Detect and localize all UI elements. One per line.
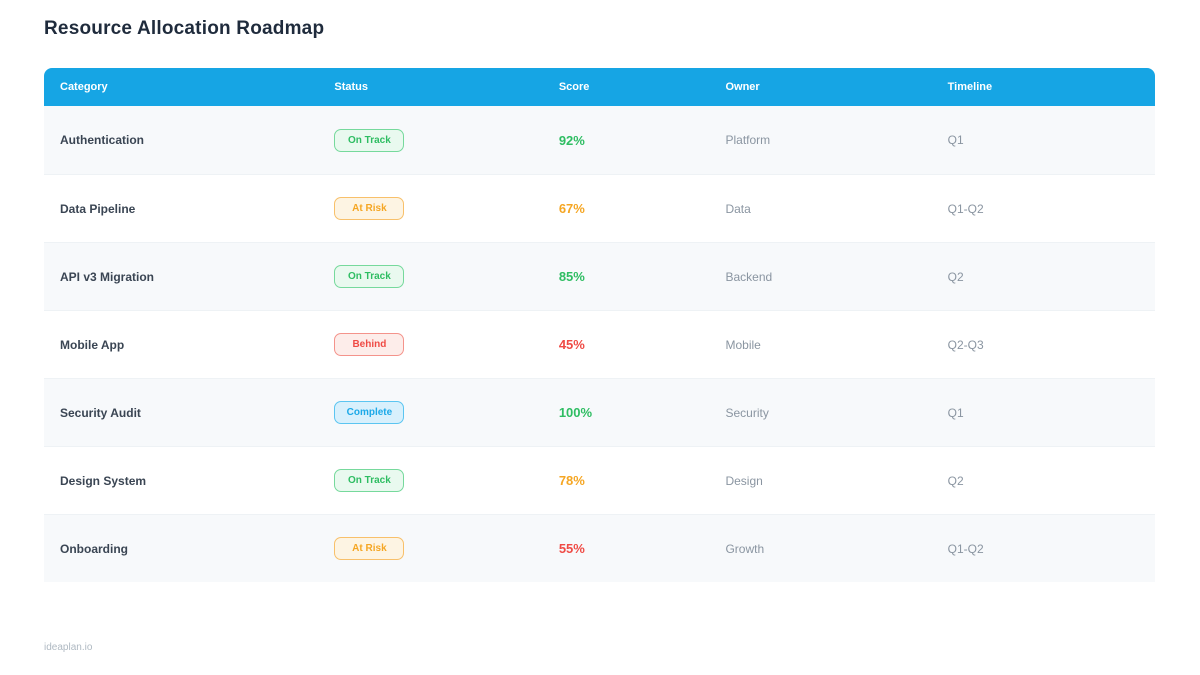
table-row: Security Audit Complete 100% Security Q1 [44, 378, 1155, 446]
category-cell: Onboarding [44, 514, 319, 582]
table-header-row: Category Status Score Owner Timeline [44, 68, 1155, 106]
score-cell: 78% [542, 446, 710, 514]
status-cell: On Track [318, 242, 543, 310]
timeline-cell: Q1-Q2 [931, 174, 1155, 242]
status-cell: Behind [318, 310, 543, 378]
category-cell: API v3 Migration [44, 242, 319, 310]
owner-cell: Platform [709, 106, 932, 174]
status-cell: Complete [318, 378, 543, 446]
score-value: 45% [558, 337, 585, 352]
score-cell: 85% [542, 242, 710, 310]
score-cell: 92% [542, 106, 710, 174]
page: Resource Allocation Roadmap Category Stat… [44, 18, 1155, 653]
status-cell: On Track [318, 106, 543, 174]
timeline-cell: Q2-Q3 [931, 310, 1155, 378]
score-value: 85% [558, 269, 585, 284]
status-badge: On Track [334, 265, 405, 288]
column-header-timeline: Timeline [931, 68, 1155, 106]
category-cell: Mobile App [44, 310, 319, 378]
column-header-category: Category [44, 68, 319, 106]
score-cell: 67% [542, 174, 710, 242]
status-badge: On Track [334, 469, 405, 492]
status-cell: On Track [318, 446, 543, 514]
status-badge: On Track [334, 128, 405, 152]
status-cell: At Risk [318, 514, 543, 582]
score-cell: 55% [542, 514, 710, 582]
score-value: 100% [558, 405, 593, 420]
owner-cell: Data [709, 174, 932, 242]
score-value: 92% [558, 132, 585, 148]
owner-cell: Mobile [709, 310, 932, 378]
table-row: API v3 Migration On Track 85% Backend Q2 [44, 242, 1155, 310]
score-cell: 100% [542, 378, 710, 446]
footer-brand: ideaplan.io [44, 642, 93, 653]
score-value: 78% [558, 473, 585, 488]
table-row: Mobile App Behind 45% Mobile Q2-Q3 [44, 310, 1155, 378]
page-title: Resource Allocation Roadmap [44, 18, 325, 39]
column-header-score: Score [542, 68, 710, 106]
score-value: 55% [558, 541, 585, 556]
category-cell: Authentication [44, 106, 319, 174]
timeline-cell: Q1 [931, 106, 1155, 174]
timeline-cell: Q2 [931, 242, 1155, 310]
roadmap-table: Category Status Score Owner Timeline Authent… [44, 68, 1155, 582]
column-header-status: Status [318, 68, 543, 106]
status-badge: Complete [334, 401, 405, 424]
column-header-owner: Owner [709, 68, 932, 106]
timeline-cell: Q2 [931, 446, 1155, 514]
table-row: Design System On Track 78% Design Q2 [44, 446, 1155, 514]
score-cell: 45% [542, 310, 710, 378]
owner-cell: Growth [709, 514, 932, 582]
table-row: Data Pipeline At Risk 67% Data Q1-Q2 [44, 174, 1155, 242]
owner-cell: Backend [709, 242, 932, 310]
timeline-cell: Q1 [931, 378, 1155, 446]
table-row: Onboarding At Risk 55% Growth Q1-Q2 [44, 514, 1155, 582]
status-badge: At Risk [334, 537, 405, 560]
status-badge: At Risk [334, 197, 405, 220]
category-cell: Data Pipeline [44, 174, 319, 242]
status-cell: At Risk [318, 174, 543, 242]
table-row: Authentication On Track 92% Platform Q1 [44, 106, 1155, 174]
category-cell: Security Audit [44, 378, 319, 446]
status-badge: Behind [334, 333, 405, 356]
category-cell: Design System [44, 446, 319, 514]
score-value: 67% [558, 201, 585, 216]
owner-cell: Design [709, 446, 932, 514]
timeline-cell: Q1-Q2 [931, 514, 1155, 582]
owner-cell: Security [709, 378, 932, 446]
table-header: Category Status Score Owner Timeline [44, 68, 1155, 106]
